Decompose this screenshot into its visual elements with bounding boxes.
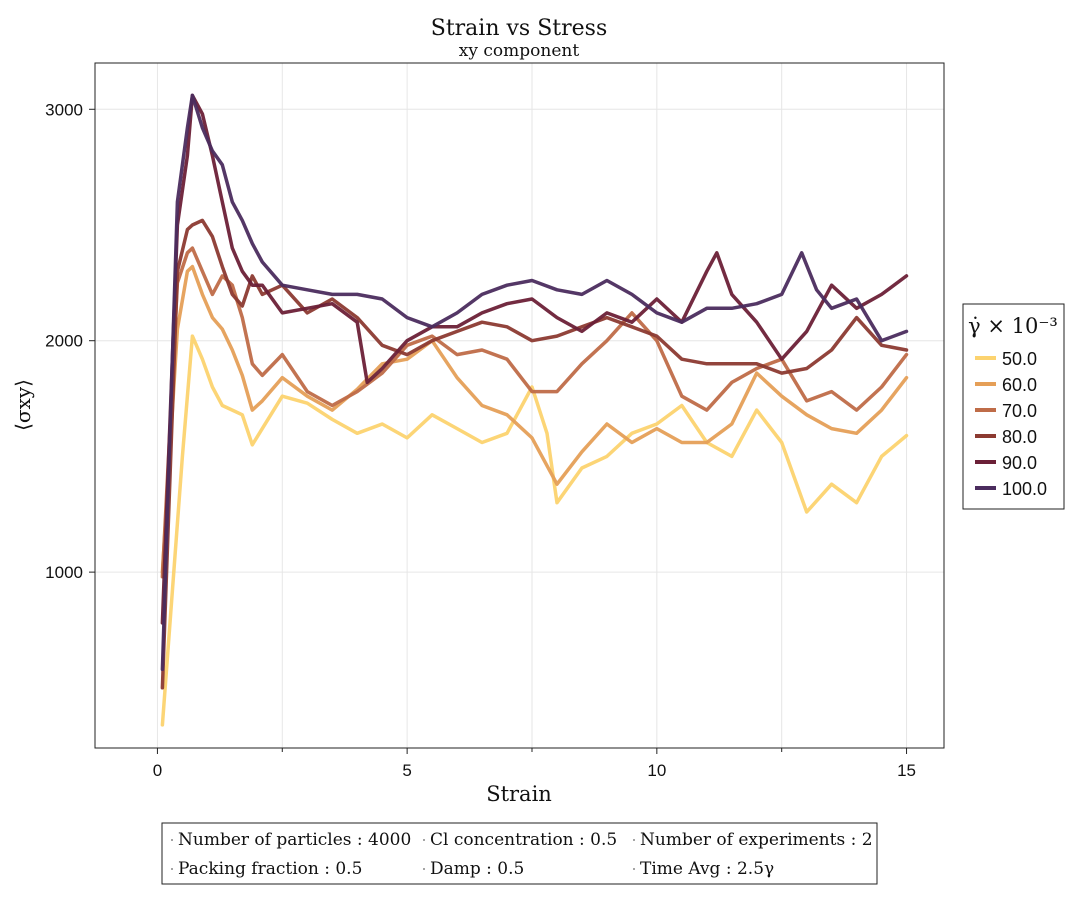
- plot-frame: [94, 62, 945, 749]
- chart-subtitle: xy component: [459, 41, 580, 61]
- info-bullet: [171, 839, 173, 841]
- y-tick-label: 1000: [45, 563, 83, 582]
- info-item: Cl concentration : 0.5: [430, 830, 617, 850]
- legend-box: [962, 303, 1065, 510]
- series-line-50-0: [160, 334, 909, 727]
- y-tick-label: 2000: [45, 332, 83, 351]
- info-bullet: [171, 868, 173, 870]
- info-bullet: [423, 868, 425, 870]
- info-item: Number of particles : 4000: [178, 830, 411, 850]
- info-box: Number of particles : 4000 Cl concentrati…: [161, 822, 878, 885]
- legend: γ̇ × 10⁻³ 50.0 60.0 70.0 80.0 90.0 100.0: [962, 303, 1065, 510]
- series-line-60-0: [160, 264, 909, 574]
- info-box-frame: [161, 822, 878, 885]
- legend-label: 90.0: [1002, 453, 1037, 473]
- legend-label: 50.0: [1002, 349, 1037, 369]
- legend-label: 100.0: [1002, 479, 1047, 499]
- legend-title: γ̇ × 10⁻³: [968, 314, 1058, 338]
- info-item: Number of experiments : 2: [640, 830, 873, 850]
- grid-layer: [95, 63, 944, 748]
- legend-label: 80.0: [1002, 427, 1037, 447]
- info-bullet: [633, 839, 635, 841]
- series-line-80-0: [160, 218, 909, 690]
- info-item: Packing fraction : 0.5: [178, 859, 362, 879]
- chart-title: Strain vs Stress: [431, 16, 607, 41]
- legend-label: 70.0: [1002, 401, 1037, 421]
- y-tick-label: 3000: [45, 100, 83, 119]
- info-item: Time Avg : 2.5γ: [640, 859, 774, 879]
- series-line-90-0: [160, 93, 909, 625]
- series-line-70-0: [160, 246, 909, 579]
- x-tick-label: 5: [402, 761, 411, 780]
- series-layer: [160, 93, 909, 727]
- axis-layer: 0 5 10 15 1000 2000 3000: [45, 100, 916, 780]
- series-line-100-0: [160, 93, 909, 672]
- x-axis-label: Strain: [486, 782, 552, 806]
- info-items: Number of particles : 4000 Cl concentrati…: [171, 830, 873, 879]
- info-item: Damp : 0.5: [430, 859, 524, 879]
- x-tick-label: 0: [153, 761, 162, 780]
- info-bullet: [423, 839, 425, 841]
- x-tick-label: 10: [647, 761, 666, 780]
- info-bullet: [633, 868, 635, 870]
- y-axis-label: ⟨σxy⟩: [11, 379, 35, 431]
- legend-label: 60.0: [1002, 375, 1037, 395]
- x-tick-label: 15: [897, 761, 916, 780]
- legend-items: 50.0 60.0 70.0 80.0 90.0 100.0: [975, 349, 1047, 499]
